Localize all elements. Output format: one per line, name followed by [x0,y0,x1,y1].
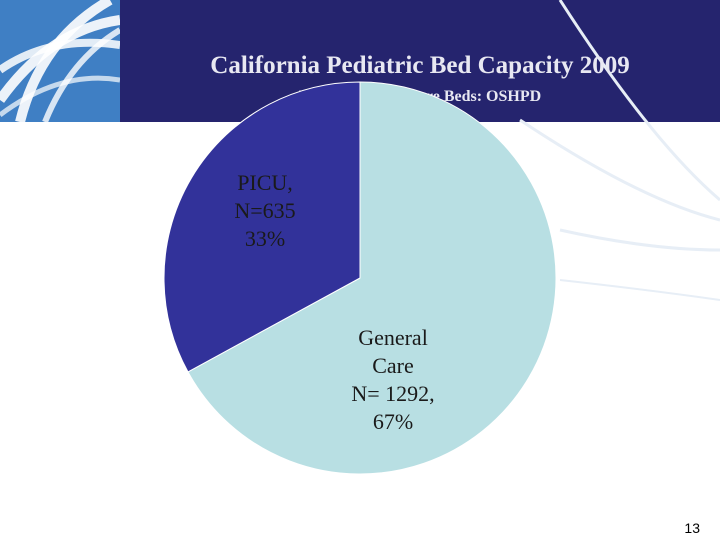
page-number: 13 [684,520,700,536]
slice-label-line: N= 1292, [351,381,434,406]
slice-label-line: Care [372,353,414,378]
slice-label-line: 67% [373,409,413,434]
pie-slice-general-care [187,81,557,475]
slide-title: California Pediatric Bed Capacity 2009 [210,52,630,79]
slice-label-line: PICU, [237,170,293,195]
logo-arcs-graphic [0,0,120,122]
slice-label-line: General [358,325,428,350]
slice-label-line: N=635 [234,198,295,223]
pie-slice-picu [163,81,361,373]
slice-label-general-care: General Care N= 1292, 67% [351,325,434,434]
slice-label-picu: PICU, N=635 33% [234,170,295,251]
slice-label-line: 33% [245,226,285,251]
logo-panel [0,0,120,122]
